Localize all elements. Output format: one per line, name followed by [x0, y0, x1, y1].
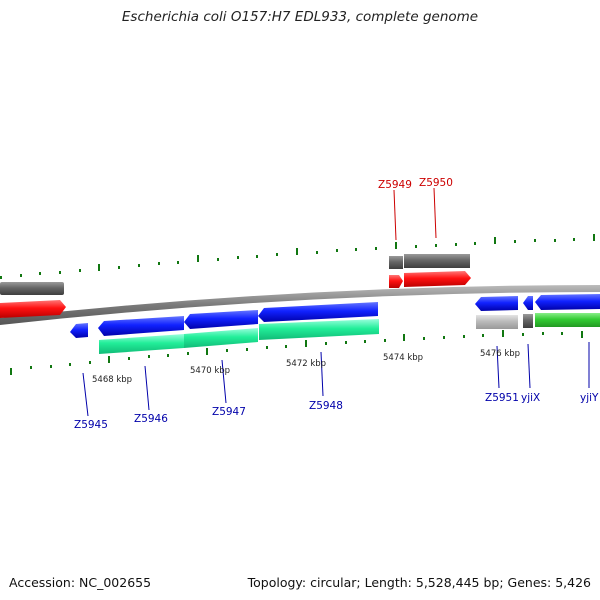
reverse-gene-labels: Z5945 Z5946 Z5947 Z5948 Z5951 yjiX yjiY — [74, 392, 599, 431]
forward-cds-track — [0, 271, 471, 318]
gene-label-z5946[interactable]: Z5946 — [134, 413, 168, 425]
scale-label-5468: 5468 kbp — [92, 375, 132, 385]
feature-z5948[interactable] — [259, 319, 379, 340]
scale-label-5476: 5476 kbp — [480, 349, 520, 359]
gene-block-z5949[interactable] — [389, 256, 403, 269]
cds-arrow-z5945[interactable] — [70, 323, 88, 338]
gene-label-z5945[interactable]: Z5945 — [74, 419, 108, 431]
scale-label-5472: 5472 kbp — [286, 359, 326, 369]
label-leader-lines — [82, 187, 590, 417]
feature-yjiy[interactable] — [535, 313, 600, 327]
gene-label-z5951[interactable]: Z5951 — [485, 392, 519, 404]
gene-label-z5950[interactable]: Z5950 — [419, 177, 453, 189]
reverse-feature-track — [99, 313, 600, 354]
cds-arrow-z5946[interactable] — [98, 316, 184, 336]
feature-yjix[interactable] — [523, 314, 533, 328]
gene-label-yjiy[interactable]: yjiY — [580, 392, 599, 404]
gene-label-yjix[interactable]: yjiX — [521, 392, 540, 404]
cds-arrow-z5949[interactable] — [389, 275, 403, 288]
feature-z5951[interactable] — [476, 315, 518, 329]
cds-arrow-z5950[interactable] — [404, 271, 471, 287]
gene-label-z5947[interactable]: Z5947 — [212, 406, 246, 418]
forward-gene-track — [0, 254, 470, 295]
genome-title: Escherichia coli O157:H7 EDL933, complet… — [121, 9, 479, 25]
feature-z5947[interactable] — [184, 328, 258, 348]
scale-labels: 5468 kbp 5470 kbp 5472 kbp 5474 kbp 5476… — [92, 349, 520, 385]
gene-label-z5948[interactable]: Z5948 — [309, 400, 343, 412]
cds-arrow-z5947[interactable] — [184, 310, 258, 329]
genome-backbone — [0, 285, 600, 325]
cds-arrow-z5948[interactable] — [258, 302, 378, 322]
scale-label-5470: 5470 kbp — [190, 366, 230, 376]
feature-z5946[interactable] — [99, 334, 184, 354]
accession-label: Accession: NC_002655 — [9, 575, 152, 590]
gene-block-left[interactable] — [0, 282, 64, 295]
reverse-cds-track — [70, 294, 600, 338]
scale-label-5474: 5474 kbp — [383, 353, 423, 363]
inner-tick-track — [10, 330, 583, 375]
outer-tick-track — [0, 234, 595, 279]
cds-arrow-yjiy[interactable] — [535, 294, 600, 310]
gene-label-z5949[interactable]: Z5949 — [378, 179, 412, 191]
cds-arrow-yjix[interactable] — [523, 296, 533, 310]
forward-gene-labels: Z5949 Z5950 — [378, 177, 453, 191]
cds-arrow-z5951[interactable] — [475, 296, 518, 311]
topology-label: Topology: circular; Length: 5,528,445 bp… — [247, 575, 591, 590]
gene-block-z5950[interactable] — [404, 254, 470, 268]
cds-arrow-left[interactable] — [0, 300, 66, 318]
